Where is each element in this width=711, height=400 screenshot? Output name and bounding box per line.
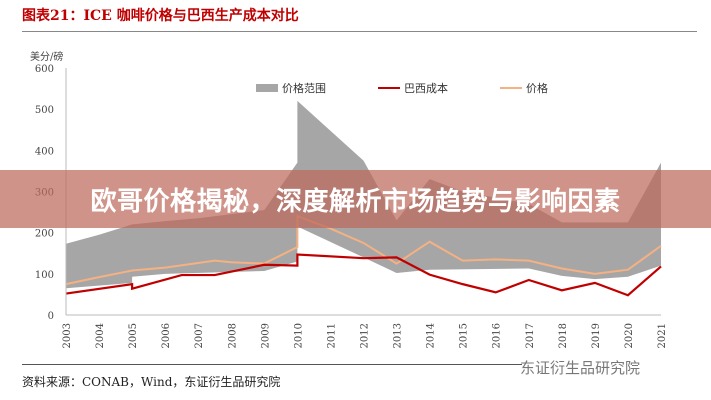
legend-label: 价格范围: [282, 81, 326, 95]
y-tick-label: 600: [35, 64, 54, 75]
legend-swatch: [256, 84, 278, 92]
x-tick-label: 2013: [393, 323, 404, 348]
y-axis-label: 美分/磅: [30, 50, 63, 63]
y-tick-label: 200: [35, 229, 54, 240]
x-tick-label: 2006: [161, 323, 172, 348]
x-tick-label: 2003: [62, 323, 73, 348]
legend-label: 价格: [526, 81, 548, 95]
x-tick-label: 2009: [260, 323, 271, 348]
x-tick-label: 2011: [326, 323, 337, 348]
figure-title: 图表21：ICE 咖啡价格与巴西生产成本对比: [22, 8, 299, 24]
x-tick-label: 2014: [426, 323, 437, 348]
source-divider: [22, 364, 522, 365]
x-tick-label: 2005: [128, 323, 139, 348]
y-tick-label: 0: [48, 311, 54, 322]
x-tick-label: 2010: [293, 323, 304, 348]
x-tick-label: 2004: [95, 323, 106, 348]
x-tick-label: 2021: [657, 323, 668, 348]
x-tick-label: 2012: [360, 323, 371, 348]
x-tick-label: 2016: [492, 323, 503, 348]
source-note: 资料来源：CONAB，Wind，东证衍生品研究院: [22, 375, 281, 389]
x-tick-label: 2007: [194, 323, 205, 348]
brazil-cost-line: [65, 253, 662, 297]
watermark: 东证衍生品研究院: [520, 359, 641, 377]
x-tick-label: 2017: [525, 323, 536, 348]
price-line: [65, 214, 662, 286]
legend-label: 巴西成本: [404, 81, 448, 95]
title-divider: [22, 31, 697, 32]
overlay-banner: 欧哥价格揭秘，深度解析市场趋势与影响因素: [0, 170, 711, 228]
x-tick-label: 2008: [227, 323, 238, 348]
y-tick-label: 500: [35, 105, 54, 116]
x-tick-label: 2020: [624, 323, 635, 348]
x-tick-label: 2018: [558, 323, 569, 348]
y-tick-label: 400: [35, 146, 54, 157]
x-tick-label: 2019: [591, 323, 602, 348]
banner-text: 欧哥价格揭秘，深度解析市场趋势与影响因素: [90, 186, 621, 217]
x-tick-label: 2015: [459, 323, 470, 348]
y-tick-label: 100: [35, 270, 54, 281]
